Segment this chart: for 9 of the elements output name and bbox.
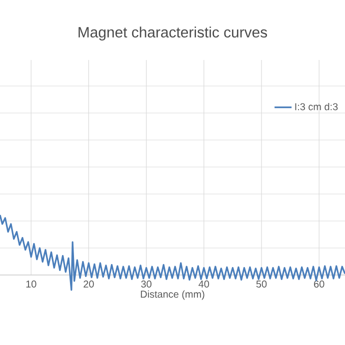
x-tick-label: 20 bbox=[84, 280, 94, 288]
x-tick-label: 30 bbox=[141, 280, 152, 288]
x-tick-label: 40 bbox=[198, 280, 210, 288]
x-tick-label: 10 bbox=[26, 280, 36, 288]
chart-title: Magnet characteristic curves bbox=[78, 26, 268, 40]
x-axis-title: Distance (mm) bbox=[140, 290, 204, 300]
x-tick-label: 60 bbox=[314, 280, 324, 288]
legend-label: I:3 cm d:3 bbox=[295, 102, 338, 110]
x-tick-label: 50 bbox=[256, 280, 267, 288]
